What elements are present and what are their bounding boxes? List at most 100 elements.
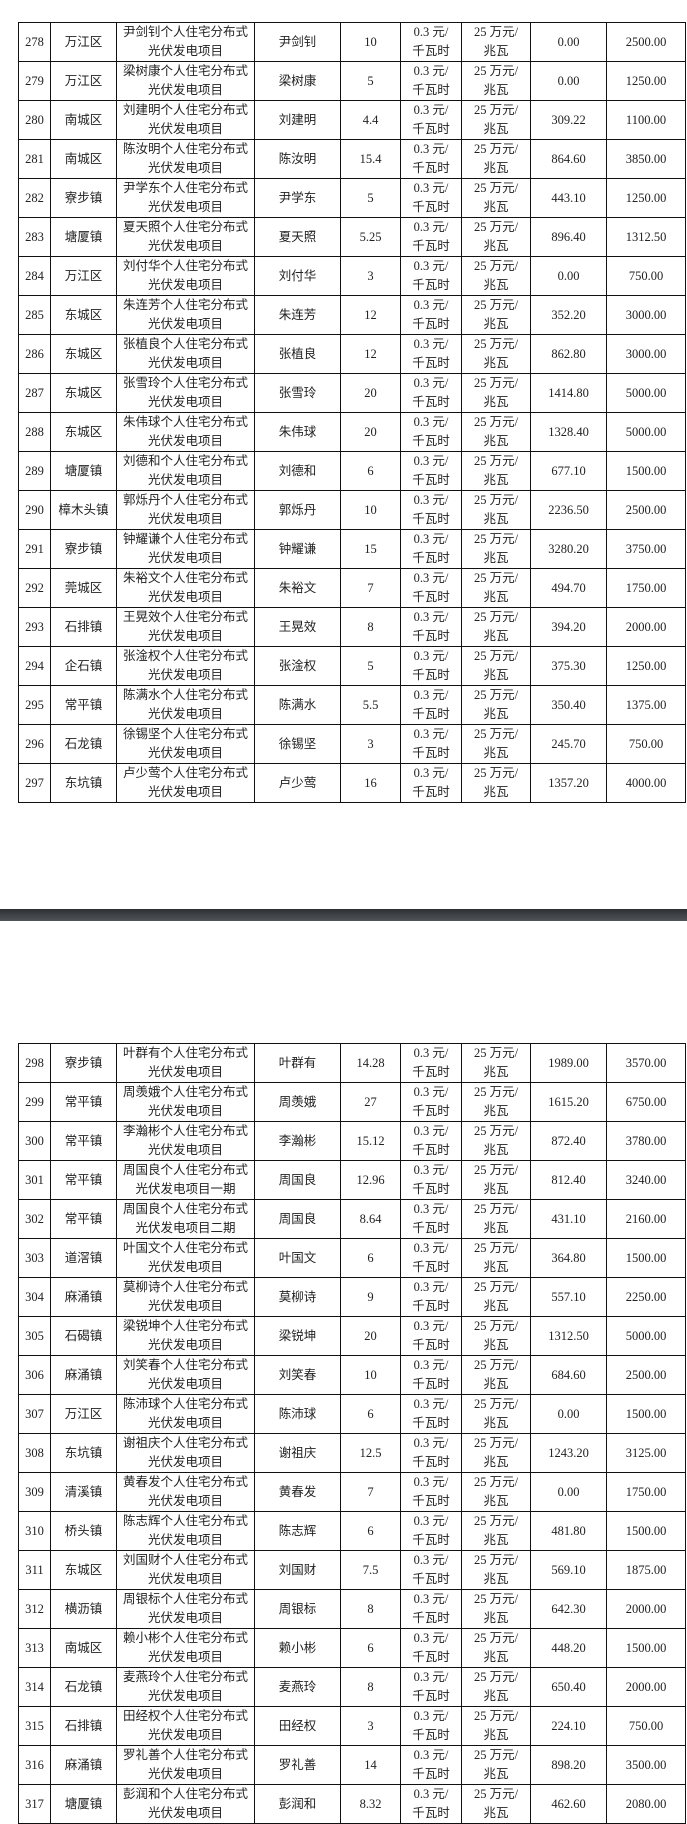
capacity-cell: 6: [340, 451, 401, 491]
row-number-cell: 282: [18, 178, 51, 218]
row-number-cell: 297: [18, 763, 51, 803]
owner-cell: 叶国文: [254, 1238, 341, 1278]
table-row: 280 南城区 刘建明个人住宅分布式光伏发电项目 刘建明 4.4 0.3 元/ 千瓦时 25…: [18, 100, 686, 140]
town-cell: 万江区: [50, 256, 117, 296]
subsidy-rate-cell: 25 万元/ 兆瓦: [461, 295, 531, 335]
amount-total-cell: 1375.00: [606, 685, 686, 725]
town-cell: 寮步镇: [50, 1043, 117, 1083]
project-name-cell: 夏天照个人住宅分布式光伏发电项目: [116, 217, 255, 257]
project-name-cell: 周银标个人住宅分布式光伏发电项目: [116, 1589, 255, 1629]
electricity-price-cell: 0.3 元/ 千瓦时: [400, 139, 462, 179]
amount-total-cell: 2000.00: [606, 607, 686, 647]
amount-total-cell: 3750.00: [606, 529, 686, 569]
project-name-cell: 陈汝明个人住宅分布式光伏发电项目: [116, 139, 255, 179]
project-name-cell: 叶国文个人住宅分布式光伏发电项目: [116, 1238, 255, 1278]
electricity-price-cell: 0.3 元/ 千瓦时: [400, 1667, 462, 1707]
amount-total-cell: 750.00: [606, 724, 686, 764]
town-cell: 东城区: [50, 373, 117, 413]
amount-paid-cell: 0.00: [530, 1472, 607, 1512]
row-number-cell: 293: [18, 607, 51, 647]
town-cell: 塘厦镇: [50, 1784, 117, 1824]
subsidy-rate-cell: 25 万元/ 兆瓦: [461, 685, 531, 725]
capacity-cell: 10: [340, 1355, 401, 1395]
capacity-cell: 15: [340, 529, 401, 569]
capacity-cell: 8: [340, 1667, 401, 1707]
project-name-cell: 刘德和个人住宅分布式光伏发电项目: [116, 451, 255, 491]
table-row: 308 东坑镇 谢祖庆个人住宅分布式光伏发电项目 谢祖庆 12.5 0.3 元/ 千瓦时 2…: [18, 1433, 686, 1473]
project-name-cell: 王晃效个人住宅分布式光伏发电项目: [116, 607, 255, 647]
table-row: 306 麻涌镇 刘笑春个人住宅分布式光伏发电项目 刘笑春 10 0.3 元/ 千瓦时 25 …: [18, 1355, 686, 1395]
capacity-cell: 20: [340, 412, 401, 452]
amount-paid-cell: 3280.20: [530, 529, 607, 569]
town-cell: 万江区: [50, 1394, 117, 1434]
owner-cell: 麦燕玲: [254, 1667, 341, 1707]
electricity-price-cell: 0.3 元/ 千瓦时: [400, 1706, 462, 1746]
table-row: 285 东城区 朱连芳个人住宅分布式光伏发电项目 朱连芳 12 0.3 元/ 千瓦时 25 …: [18, 295, 686, 335]
row-number-cell: 298: [18, 1043, 51, 1083]
owner-cell: 谢祖庆: [254, 1433, 341, 1473]
owner-cell: 陈沛球: [254, 1394, 341, 1434]
electricity-price-cell: 0.3 元/ 千瓦时: [400, 451, 462, 491]
amount-paid-cell: 1357.20: [530, 763, 607, 803]
table-row: 281 南城区 陈汝明个人住宅分布式光伏发电项目 陈汝明 15.4 0.3 元/ 千瓦时 2…: [18, 139, 686, 179]
table-row: 298 寮步镇 叶群有个人住宅分布式光伏发电项目 叶群有 14.28 0.3 元/ 千瓦时…: [18, 1043, 686, 1083]
subsidy-rate-cell: 25 万元/ 兆瓦: [461, 412, 531, 452]
amount-total-cell: 2000.00: [606, 1667, 686, 1707]
subsidy-rate-cell: 25 万元/ 兆瓦: [461, 1394, 531, 1434]
owner-cell: 尹剑钊: [254, 22, 341, 62]
subsidy-rate-cell: 25 万元/ 兆瓦: [461, 1589, 531, 1629]
owner-cell: 刘笑春: [254, 1355, 341, 1395]
table-row: 307 万江区 陈沛球个人住宅分布式光伏发电项目 陈沛球 6 0.3 元/ 千瓦时 25 万…: [18, 1394, 686, 1434]
amount-total-cell: 1500.00: [606, 1238, 686, 1278]
electricity-price-cell: 0.3 元/ 千瓦时: [400, 334, 462, 374]
row-number-cell: 312: [18, 1589, 51, 1629]
town-cell: 塘厦镇: [50, 451, 117, 491]
capacity-cell: 6: [340, 1238, 401, 1278]
capacity-cell: 3: [340, 724, 401, 764]
electricity-price-cell: 0.3 元/ 千瓦时: [400, 568, 462, 608]
subsidy-rate-cell: 25 万元/ 兆瓦: [461, 1667, 531, 1707]
owner-cell: 周国良: [254, 1160, 341, 1200]
capacity-cell: 7.5: [340, 1550, 401, 1590]
subsidy-rate-cell: 25 万元/ 兆瓦: [461, 1550, 531, 1590]
subsidy-rate-cell: 25 万元/ 兆瓦: [461, 217, 531, 257]
amount-total-cell: 1500.00: [606, 1511, 686, 1551]
project-name-cell: 尹学东个人住宅分布式光伏发电项目: [116, 178, 255, 218]
amount-total-cell: 2080.00: [606, 1784, 686, 1824]
owner-cell: 叶群有: [254, 1043, 341, 1083]
project-name-cell: 朱伟球个人住宅分布式光伏发电项目: [116, 412, 255, 452]
town-cell: 石龙镇: [50, 1667, 117, 1707]
amount-total-cell: 3500.00: [606, 1745, 686, 1785]
amount-total-cell: 750.00: [606, 256, 686, 296]
table-row: 287 东城区 张雪玲个人住宅分布式光伏发电项目 张雪玲 20 0.3 元/ 千瓦时 25 …: [18, 373, 686, 413]
capacity-cell: 8: [340, 1589, 401, 1629]
owner-cell: 朱伟球: [254, 412, 341, 452]
town-cell: 清溪镇: [50, 1472, 117, 1512]
owner-cell: 田经权: [254, 1706, 341, 1746]
town-cell: 常平镇: [50, 1160, 117, 1200]
project-name-cell: 叶群有个人住宅分布式光伏发电项目: [116, 1043, 255, 1083]
amount-paid-cell: 462.60: [530, 1784, 607, 1824]
town-cell: 塘厦镇: [50, 217, 117, 257]
table-row: 305 石碣镇 梁锐坤个人住宅分布式光伏发电项目 梁锐坤 20 0.3 元/ 千瓦时 25 …: [18, 1316, 686, 1356]
amount-paid-cell: 245.70: [530, 724, 607, 764]
amount-paid-cell: 0.00: [530, 22, 607, 62]
owner-cell: 刘国财: [254, 1550, 341, 1590]
subsidy-rate-cell: 25 万元/ 兆瓦: [461, 568, 531, 608]
amount-total-cell: 5000.00: [606, 1316, 686, 1356]
project-name-cell: 郭烁丹个人住宅分布式光伏发电项目: [116, 490, 255, 530]
amount-paid-cell: 448.20: [530, 1628, 607, 1668]
owner-cell: 黄春发: [254, 1472, 341, 1512]
amount-paid-cell: 569.10: [530, 1550, 607, 1590]
table-row: 304 麻涌镇 莫柳诗个人住宅分布式光伏发电项目 莫柳诗 9 0.3 元/ 千瓦时 25 万…: [18, 1277, 686, 1317]
owner-cell: 张雪玲: [254, 373, 341, 413]
capacity-cell: 7: [340, 568, 401, 608]
owner-cell: 莫柳诗: [254, 1277, 341, 1317]
subsidy-rate-cell: 25 万元/ 兆瓦: [461, 1745, 531, 1785]
town-cell: 南城区: [50, 139, 117, 179]
row-number-cell: 295: [18, 685, 51, 725]
table-row: 286 东城区 张植良个人住宅分布式光伏发电项目 张植良 12 0.3 元/ 千瓦时 25 …: [18, 334, 686, 374]
electricity-price-cell: 0.3 元/ 千瓦时: [400, 724, 462, 764]
electricity-price-cell: 0.3 元/ 千瓦时: [400, 1082, 462, 1122]
subsidy-rate-cell: 25 万元/ 兆瓦: [461, 529, 531, 569]
